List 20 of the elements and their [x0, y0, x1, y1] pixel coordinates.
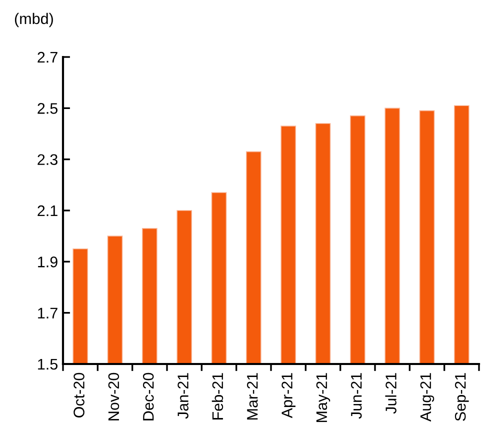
- x-tick-label: Mar-21: [246, 373, 258, 420]
- x-tick-label: May-21: [316, 373, 330, 422]
- y-tick-label: 1.7: [38, 308, 58, 318]
- x-tick-label: Oct-20: [74, 372, 84, 418]
- y-tick-label: 2.5: [38, 103, 58, 114]
- y-tick-label: 2.7: [38, 52, 58, 63]
- y-tick-label: 2.1: [38, 205, 58, 216]
- x-tick-label: Jun-21: [350, 373, 362, 419]
- x-tick-label: Sep-21: [454, 373, 469, 421]
- y-tick-label: 2.3: [38, 154, 58, 166]
- x-tick-label: Jul-21: [385, 373, 396, 414]
- x-tick-label: Nov-20: [108, 372, 120, 420]
- x-tick-label: Apr-21: [282, 373, 296, 418]
- x-tick-label: Aug-21: [420, 373, 434, 422]
- y-tick-label: 1.9: [38, 256, 58, 268]
- y-tick-label: 1.5: [38, 359, 58, 370]
- x-tick-label: Feb-21: [212, 373, 224, 420]
- x-tick-label: Jan-21: [178, 373, 188, 419]
- x-tick-label: Dec-20: [142, 372, 154, 420]
- y-axis-title: (mbd): [14, 12, 53, 28]
